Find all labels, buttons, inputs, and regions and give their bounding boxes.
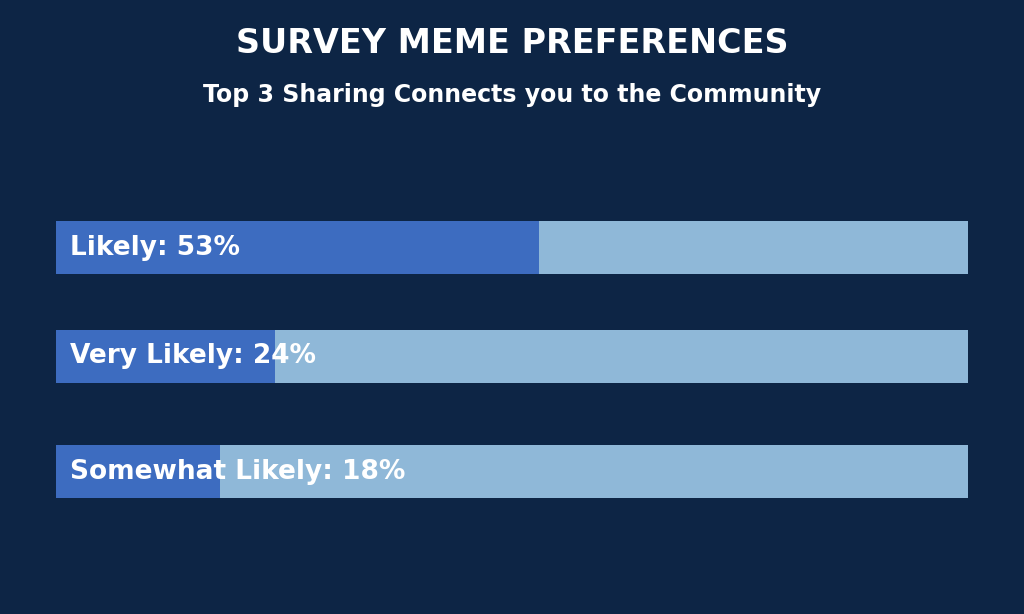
FancyBboxPatch shape [56,445,968,499]
Text: Likely: 53%: Likely: 53% [70,235,240,261]
Text: SURVEY MEME PREFERENCES: SURVEY MEME PREFERENCES [236,27,788,60]
FancyBboxPatch shape [56,445,220,499]
FancyBboxPatch shape [56,221,968,274]
FancyBboxPatch shape [56,330,968,383]
Text: Very Likely: 24%: Very Likely: 24% [70,343,315,369]
FancyBboxPatch shape [56,221,540,274]
Text: Top 3 Sharing Connects you to the Community: Top 3 Sharing Connects you to the Commun… [203,83,821,107]
FancyBboxPatch shape [56,330,275,383]
Text: Somewhat Likely: 18%: Somewhat Likely: 18% [70,459,406,485]
